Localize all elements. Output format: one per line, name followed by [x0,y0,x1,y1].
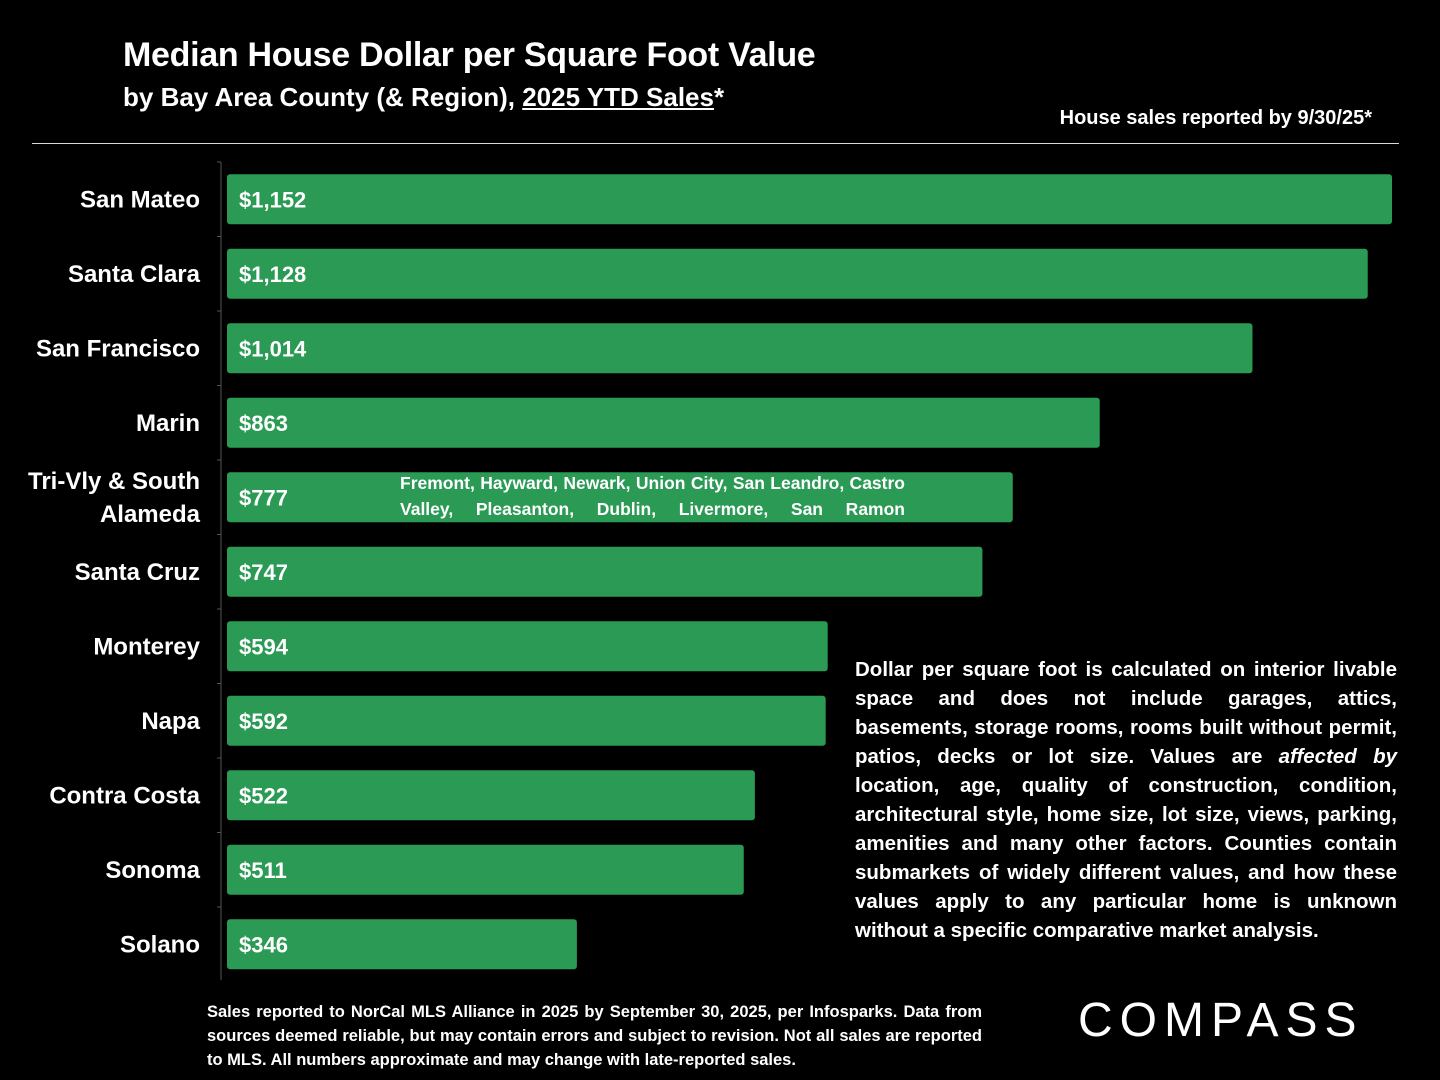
bar-value-label: $1,014 [239,336,307,361]
explanation-text: Dollar per square foot is calculated on … [855,655,1397,945]
bars-group: $1,152 San Mateo $1,128 Santa Clara $1,014 Sa… [28,174,1392,970]
bar-value-label: $346 [239,932,288,957]
bar [227,323,1253,374]
bar [227,621,828,672]
bar-value-label: $594 [239,634,289,659]
subtitle-period: 2025 YTD Sales [522,82,714,112]
subtitle-asterisk: * [713,82,725,112]
category-label: Santa Clara [68,261,201,288]
bar [227,844,744,895]
bar [227,919,577,970]
bar-value-label: $522 [239,783,288,808]
bar-value-label: $1,128 [239,262,306,287]
category-label: Santa Cruz [75,559,200,586]
category-label: Napa [141,708,200,735]
header-divider [32,143,1399,144]
bar [227,770,755,821]
category-label: Tri-Vly & South Alameda [28,468,201,528]
subtitle-prefix: by Bay Area County (& Region), [123,82,523,112]
category-label: Monterey [93,633,200,660]
explanation-part-2: location, age, quality of construction, … [855,774,1397,942]
bar [227,248,1368,299]
bar [227,695,826,746]
chart-subtitle: by Bay Area County (& Region), 2025 YTD … [123,82,724,113]
category-label: Solano [120,931,200,958]
bar-value-label: $747 [239,560,288,585]
bar [227,397,1100,448]
bar-value-label: $777 [239,485,288,510]
category-label: Sonoma [105,857,200,884]
footer-disclaimer: Sales reported to NorCal MLS Alliance in… [207,1003,982,1069]
report-date-note: House sales reported by 9/30/25* [1059,107,1372,129]
bar [227,472,1013,523]
bar-value-label: $511 [239,858,287,883]
bar-value-label: $592 [239,709,288,734]
bar-value-label: $1,152 [239,187,306,212]
bar-chart: $1,152 San Mateo $1,128 Santa Clara $1,014 Sa… [28,161,1392,980]
category-label: Contra Costa [49,782,200,809]
tri-valley-annotation: Fremont, Hayward, Newark, Union City, Sa… [400,473,905,519]
category-label: San Francisco [36,335,200,362]
explanation-italic: affected by [1278,745,1397,768]
compass-logo: COMPASS [1078,994,1364,1047]
category-label: San Mateo [80,186,200,213]
category-label: Marin [136,410,200,437]
bar [227,174,1392,225]
bar-value-label: $863 [239,411,288,436]
axis-ticks-group [217,161,221,908]
chart-title: Median House Dollar per Square Foot Valu… [123,36,816,74]
bar [227,546,983,597]
explanation-part-1: Dollar per square foot is calculated on … [855,658,1397,768]
